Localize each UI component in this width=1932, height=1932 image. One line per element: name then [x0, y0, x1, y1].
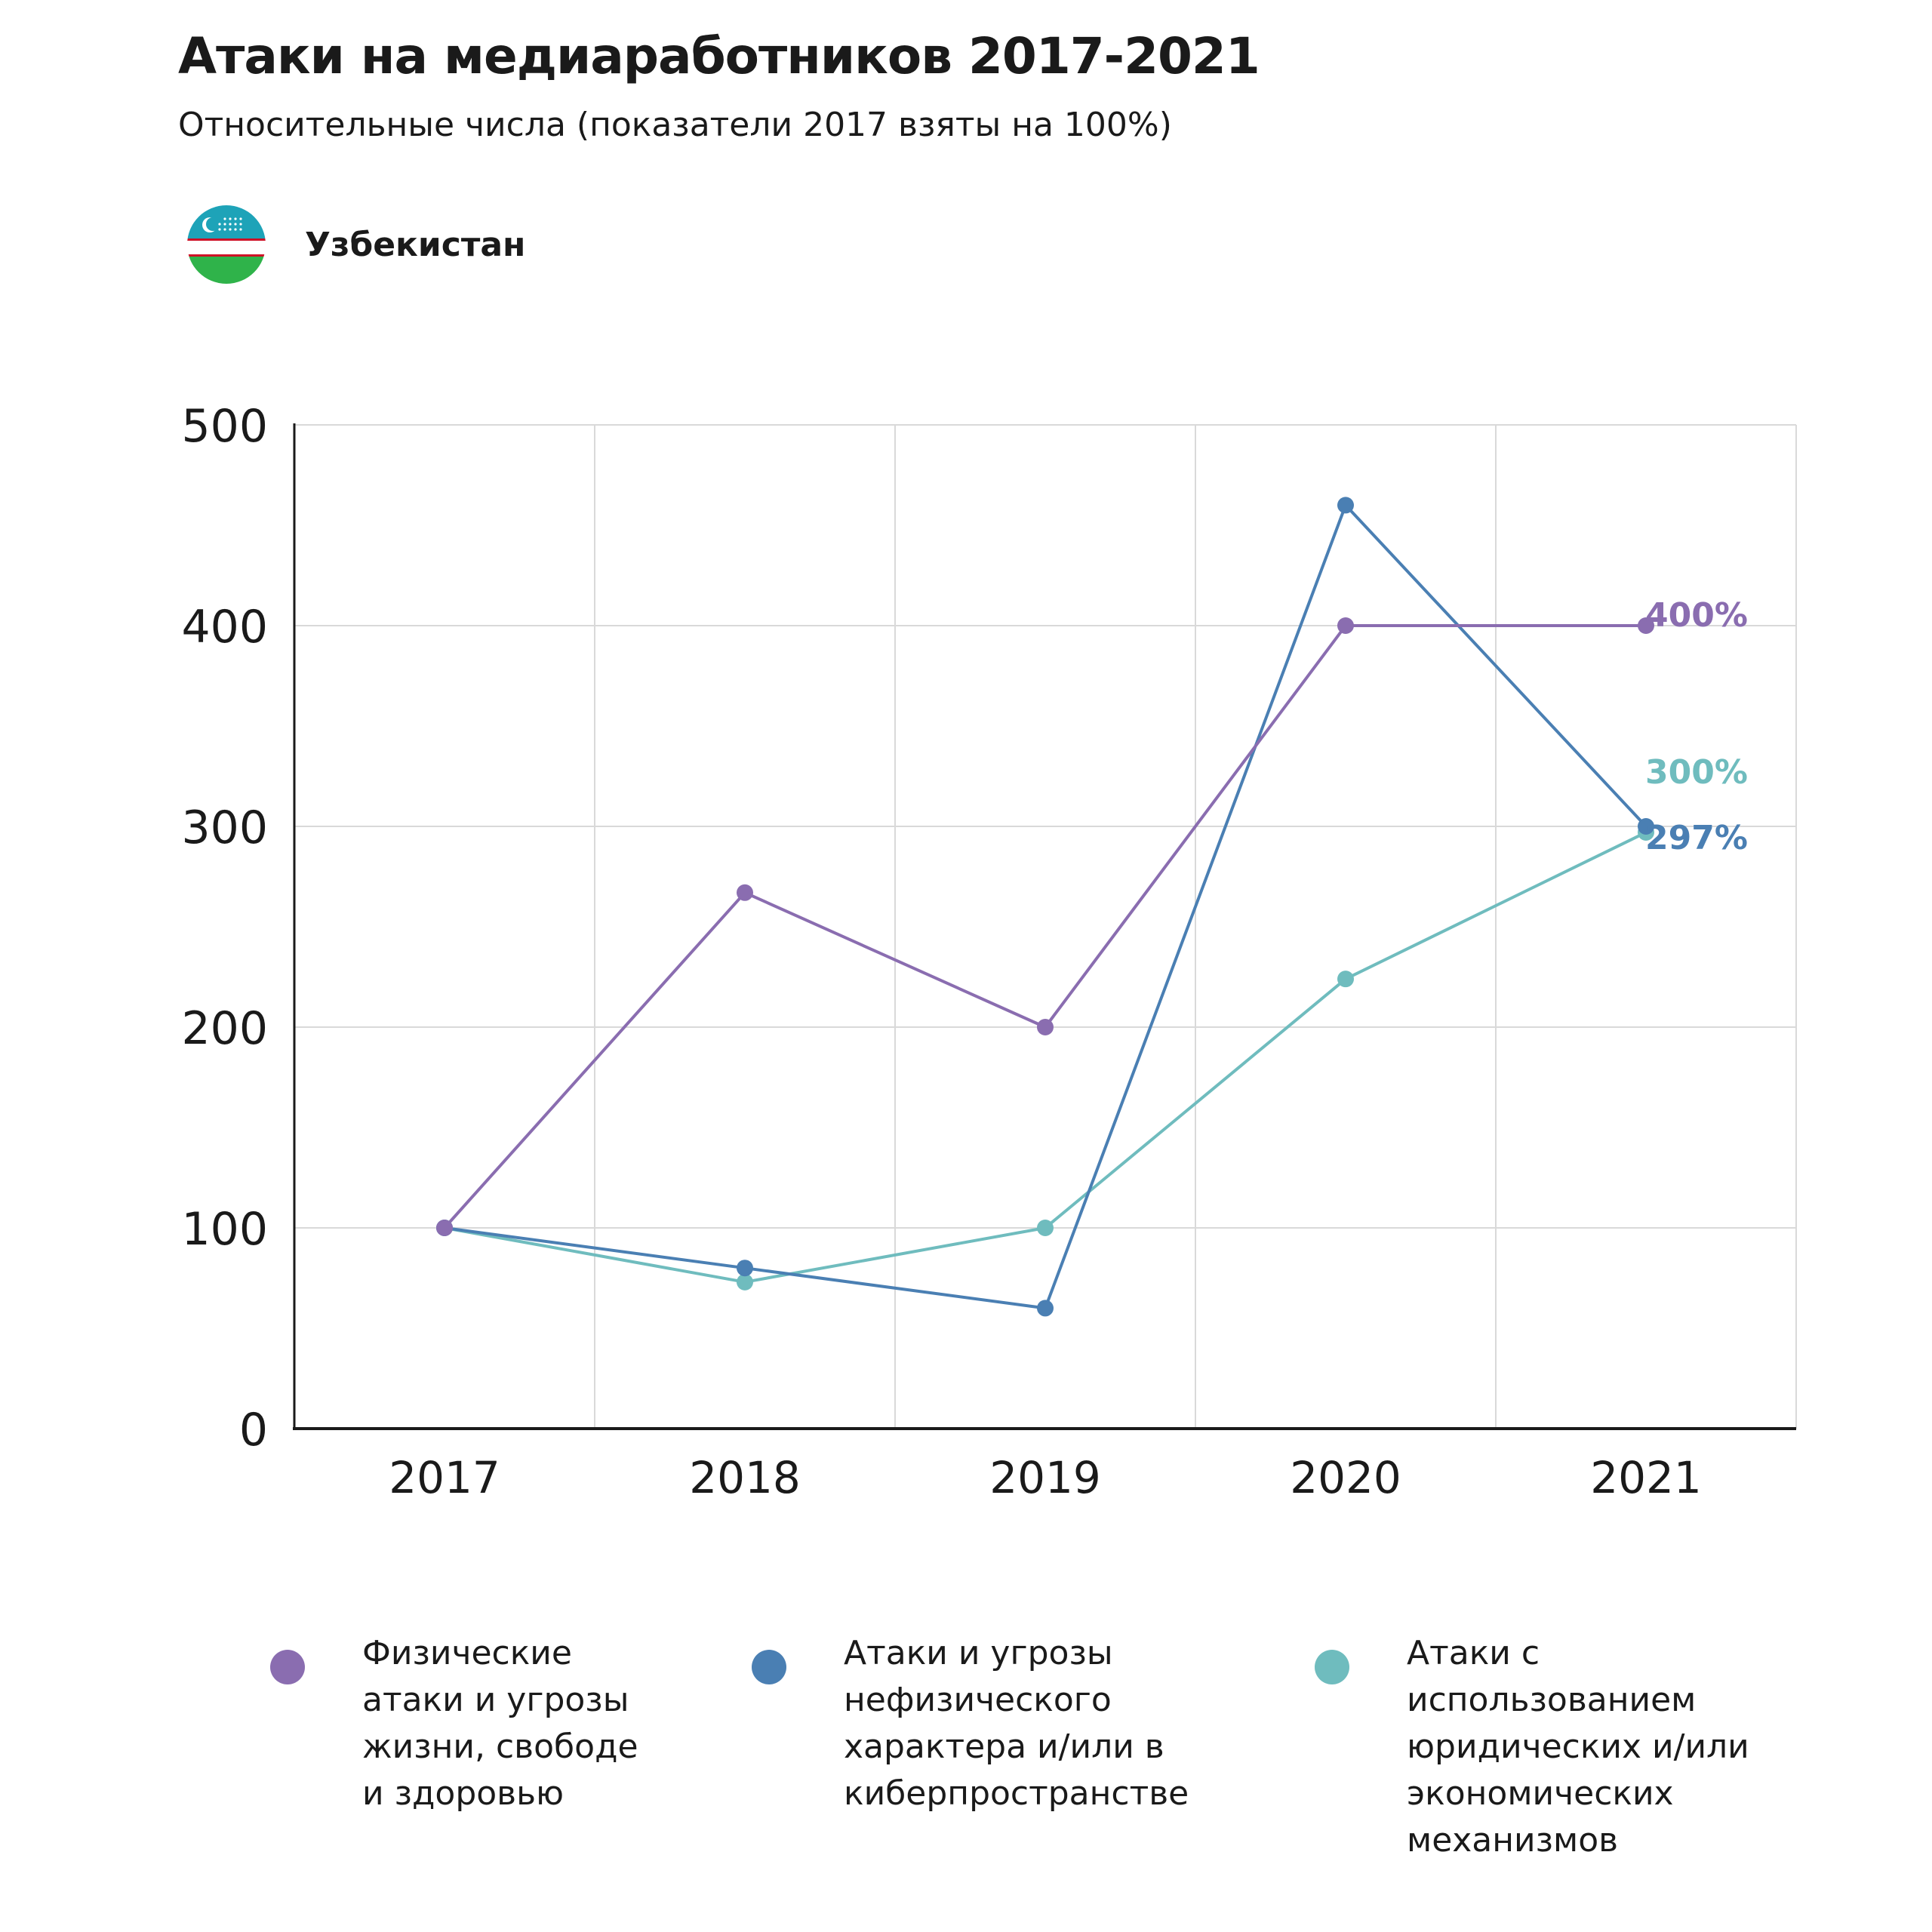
- x-tick-label: 2019: [989, 1452, 1101, 1503]
- country-name: Узбекистан: [305, 225, 526, 264]
- end-value-label: 400%: [1645, 596, 1748, 635]
- legend-swatch: [270, 1650, 305, 1684]
- legend-item: Атаки и угрозы нефизического характера и…: [752, 1630, 1189, 1817]
- legend-swatch: [1315, 1650, 1349, 1684]
- uzbekistan-flag-icon: [187, 205, 266, 284]
- data-point: [1337, 617, 1354, 634]
- chart-title: Атаки на медиаработников 2017-2021: [178, 27, 1260, 85]
- data-point: [737, 884, 753, 901]
- x-tick-label: 2020: [1290, 1452, 1401, 1503]
- series-line: [444, 831, 1647, 1284]
- chart-legend: Физические атаки и угрозы жизни, свободе…: [0, 1630, 1932, 1887]
- y-tick-label: 100: [181, 1203, 268, 1256]
- x-tick-label: 2017: [389, 1452, 500, 1503]
- legend-swatch: [752, 1650, 786, 1684]
- data-point: [1638, 617, 1654, 634]
- data-point: [1037, 1220, 1054, 1236]
- data-point: [1037, 1300, 1054, 1317]
- y-tick-label: 200: [181, 1002, 268, 1055]
- data-point: [1638, 818, 1654, 835]
- legend-label: Атаки с использованием юридических и/или…: [1407, 1634, 1749, 1860]
- legend-item: Атаки с использованием юридических и/или…: [1315, 1630, 1749, 1864]
- end-value-label: 297%: [1645, 819, 1748, 857]
- end-value-label: 300%: [1645, 753, 1748, 792]
- x-tick-label: 2021: [1590, 1452, 1702, 1503]
- series-line: [443, 624, 1646, 1229]
- y-tick-label: 500: [181, 400, 268, 453]
- data-point: [737, 1273, 753, 1291]
- data-point: [436, 1220, 453, 1236]
- chart-subtitle: Относительные числа (показатели 2017 взя…: [178, 106, 1172, 144]
- x-tick-label: 2018: [689, 1452, 801, 1503]
- data-point: [1337, 971, 1354, 988]
- legend-item: Физические атаки и угрозы жизни, свободе…: [270, 1630, 638, 1817]
- data-point: [737, 1260, 753, 1277]
- legend-label: Физические атаки и угрозы жизни, свободе…: [362, 1634, 638, 1813]
- data-point: [1037, 1019, 1054, 1035]
- legend-label: Атаки и угрозы нефизического характера и…: [844, 1634, 1189, 1813]
- y-tick-label: 300: [181, 801, 268, 854]
- y-tick-label: 0: [239, 1404, 268, 1457]
- y-tick-label: 400: [181, 601, 268, 654]
- data-point: [1337, 497, 1354, 514]
- country-badge: Узбекистан: [187, 205, 525, 284]
